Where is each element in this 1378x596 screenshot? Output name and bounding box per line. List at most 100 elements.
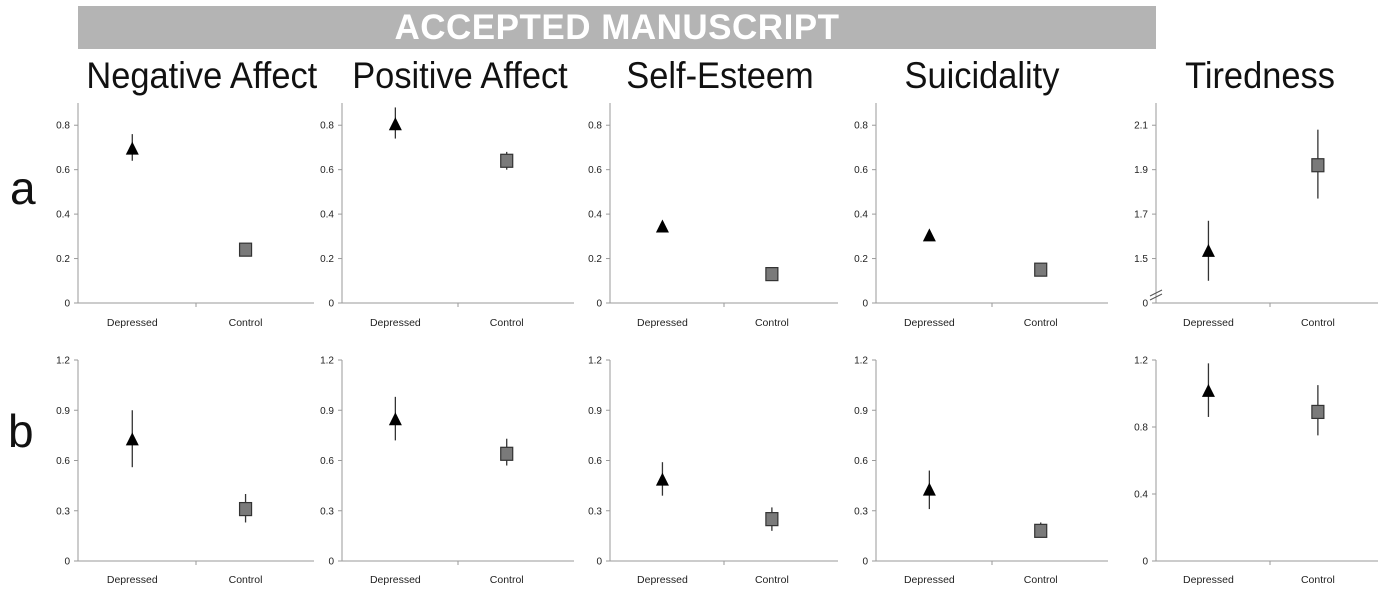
panel-b-positive-affect-ytick-label: 0.6 [320,456,334,467]
panel-b-self-esteem-control-marker [765,512,779,527]
panel-a-positive-affect-ytick-label: 0.2 [320,254,334,265]
panel-b-self-esteem-ytick-label: 0.6 [588,456,602,467]
panel-b-suicidality-category-label: Depressed [904,574,955,586]
panel-b-positive-affect-ytick-label: 0.9 [320,406,334,417]
panel-b-suicidality-ytick-label: 0.9 [854,406,868,417]
panel-a-tiredness-ytick-label: 0 [1142,299,1148,310]
panel-a-tiredness-category-label: Control [1301,317,1335,329]
panel-a-suicidality-ytick-label: 0.2 [854,254,868,265]
panel-b-negative-affect-category-label: Depressed [107,574,158,586]
column-title-positive-affect: Positive Affect [352,55,568,96]
panel-b-suicidality-ytick-label: 0.6 [854,456,868,467]
panel-a-tiredness-ytick-label: 1.5 [1134,254,1148,265]
panel-b-tiredness-ytick-label: 0.8 [1134,423,1148,434]
panel-b-negative-affect-depressed-marker [125,432,139,446]
panel-a-positive-affect-control-marker [500,153,514,168]
panel-a-self-esteem-ytick-label: 0.6 [588,165,602,176]
panel-b-positive-affect-control-marker [500,446,514,461]
panel-b-negative-affect-ytick-label: 0.6 [56,456,70,467]
panel-b-self-esteem-ytick-label: 0.3 [588,506,602,517]
panel-b-negative-affect-ytick-label: 0 [64,557,70,568]
panel-a-suicidality-category-label: Depressed [904,317,955,329]
panel-b-self-esteem-ytick-label: 1.2 [588,356,602,367]
panel-a-positive-affect-depressed-marker [388,117,402,131]
panel-a-negative-affect-category-label: Control [229,317,263,329]
panel-b-positive-affect-ytick-label: 0.3 [320,506,334,517]
panel-b-self-esteem-category-label: Control [755,574,789,586]
panel-a-negative-affect-category-label: Depressed [107,317,158,329]
column-title-tiredness: Tiredness [1185,55,1335,96]
panel-b-positive-affect-depressed-marker [388,412,402,426]
panel-a-tiredness-category-label: Depressed [1183,317,1234,329]
panel-b-positive-affect-category-label: Depressed [370,574,421,586]
panel-a-suicidality-category-label: Control [1024,317,1058,329]
panel-a-positive-affect-ytick-label: 0.8 [320,121,334,132]
panel-a-negative-affect-control-marker [238,242,253,257]
panel-b-positive-affect-category-label: Control [490,574,524,586]
accepted-manuscript-banner: ACCEPTED MANUSCRIPT [78,6,1156,49]
panel-a-negative-affect-ytick-label: 0.6 [56,165,70,176]
panel-a-tiredness-control-marker [1311,158,1325,173]
panel-b-tiredness-depressed-marker [1201,383,1215,397]
panel-b-negative-affect-category-label: Control [229,574,263,586]
panel-a-self-esteem-ytick-label: 0.2 [588,254,602,265]
panel-b-tiredness-ytick-label: 0 [1142,557,1148,568]
column-title-suicidality: Suicidality [904,55,1060,96]
column-title-self-esteem: Self-Esteem [626,55,814,96]
panel-b-self-esteem-category-label: Depressed [637,574,688,586]
panel-a-suicidality-ytick-label: 0.4 [854,210,868,221]
panel-a-tiredness-ytick-label: 1.7 [1134,210,1148,221]
panel-a-self-esteem-ytick-label: 0 [596,299,602,310]
panel-a-negative-affect-ytick-label: 0.4 [56,210,70,221]
panel-b-suicidality-control-marker [1034,523,1048,538]
panel-b-tiredness-ytick-label: 1.2 [1134,356,1148,367]
panel-b-tiredness-category-label: Depressed [1183,574,1234,586]
panel-a-tiredness-axis-break [1149,293,1163,301]
panel-a-positive-affect-ytick-label: 0 [328,299,334,310]
panel-b-suicidality-depressed-marker [922,482,936,496]
panel-b-positive-affect-ytick-label: 0 [328,557,334,568]
panel-b-negative-affect-control-marker [238,501,253,517]
panel-b-tiredness-control-marker [1311,404,1325,420]
panel-a-suicidality-ytick-label: 0.8 [854,121,868,132]
panel-a-positive-affect-ytick-label: 0.4 [320,210,334,221]
column-title-negative-affect: Negative Affect [86,55,318,96]
panel-b-tiredness-ytick-label: 0.4 [1134,490,1148,501]
panel-a-self-esteem-depressed-marker [655,219,669,233]
panel-a-self-esteem-ytick-label: 0.4 [588,210,602,221]
panel-b-suicidality-ytick-label: 0 [862,557,868,568]
panel-b-negative-affect-ytick-label: 1.2 [56,356,70,367]
panel-a-tiredness-depressed-marker [1201,243,1215,257]
panel-b-self-esteem-ytick-label: 0 [596,557,602,568]
panel-a-negative-affect-ytick-label: 0.8 [56,121,70,132]
panel-a-self-esteem-category-label: Control [755,317,789,329]
panel-a-suicidality-ytick-label: 0 [862,299,868,310]
row-label-b: b [8,405,34,457]
panel-a-suicidality-depressed-marker [922,228,936,242]
panel-b-self-esteem-ytick-label: 0.9 [588,406,602,417]
panel-a-tiredness-axis-break [1149,289,1163,297]
panel-b-negative-affect-ytick-label: 0.9 [56,406,70,417]
panel-b-positive-affect-ytick-label: 1.2 [320,356,334,367]
panel-b-negative-affect-ytick-label: 0.3 [56,506,70,517]
panel-a-self-esteem-category-label: Depressed [637,317,688,329]
panel-a-positive-affect-category-label: Control [490,317,524,329]
panel-a-suicidality-ytick-label: 0.6 [854,165,868,176]
row-label-a: a [10,162,36,214]
panel-b-self-esteem-depressed-marker [655,472,669,486]
panel-a-negative-affect-ytick-label: 0.2 [56,254,70,265]
panel-b-suicidality-ytick-label: 1.2 [854,356,868,367]
panel-a-negative-affect-ytick-label: 0 [64,299,70,310]
panel-a-self-esteem-control-marker [765,267,779,282]
panel-a-positive-affect-ytick-label: 0.6 [320,165,334,176]
panel-a-negative-affect-depressed-marker [125,141,139,155]
panel-a-self-esteem-ytick-label: 0.8 [588,121,602,132]
panel-b-tiredness-category-label: Control [1301,574,1335,586]
panel-a-positive-affect-category-label: Depressed [370,317,421,329]
panel-a-suicidality-control-marker [1034,262,1048,277]
panel-b-suicidality-ytick-label: 0.3 [854,506,868,517]
panel-a-tiredness-ytick-label: 1.9 [1134,165,1148,176]
panel-a-tiredness-ytick-label: 2.1 [1134,121,1148,132]
panel-b-suicidality-category-label: Control [1024,574,1058,586]
